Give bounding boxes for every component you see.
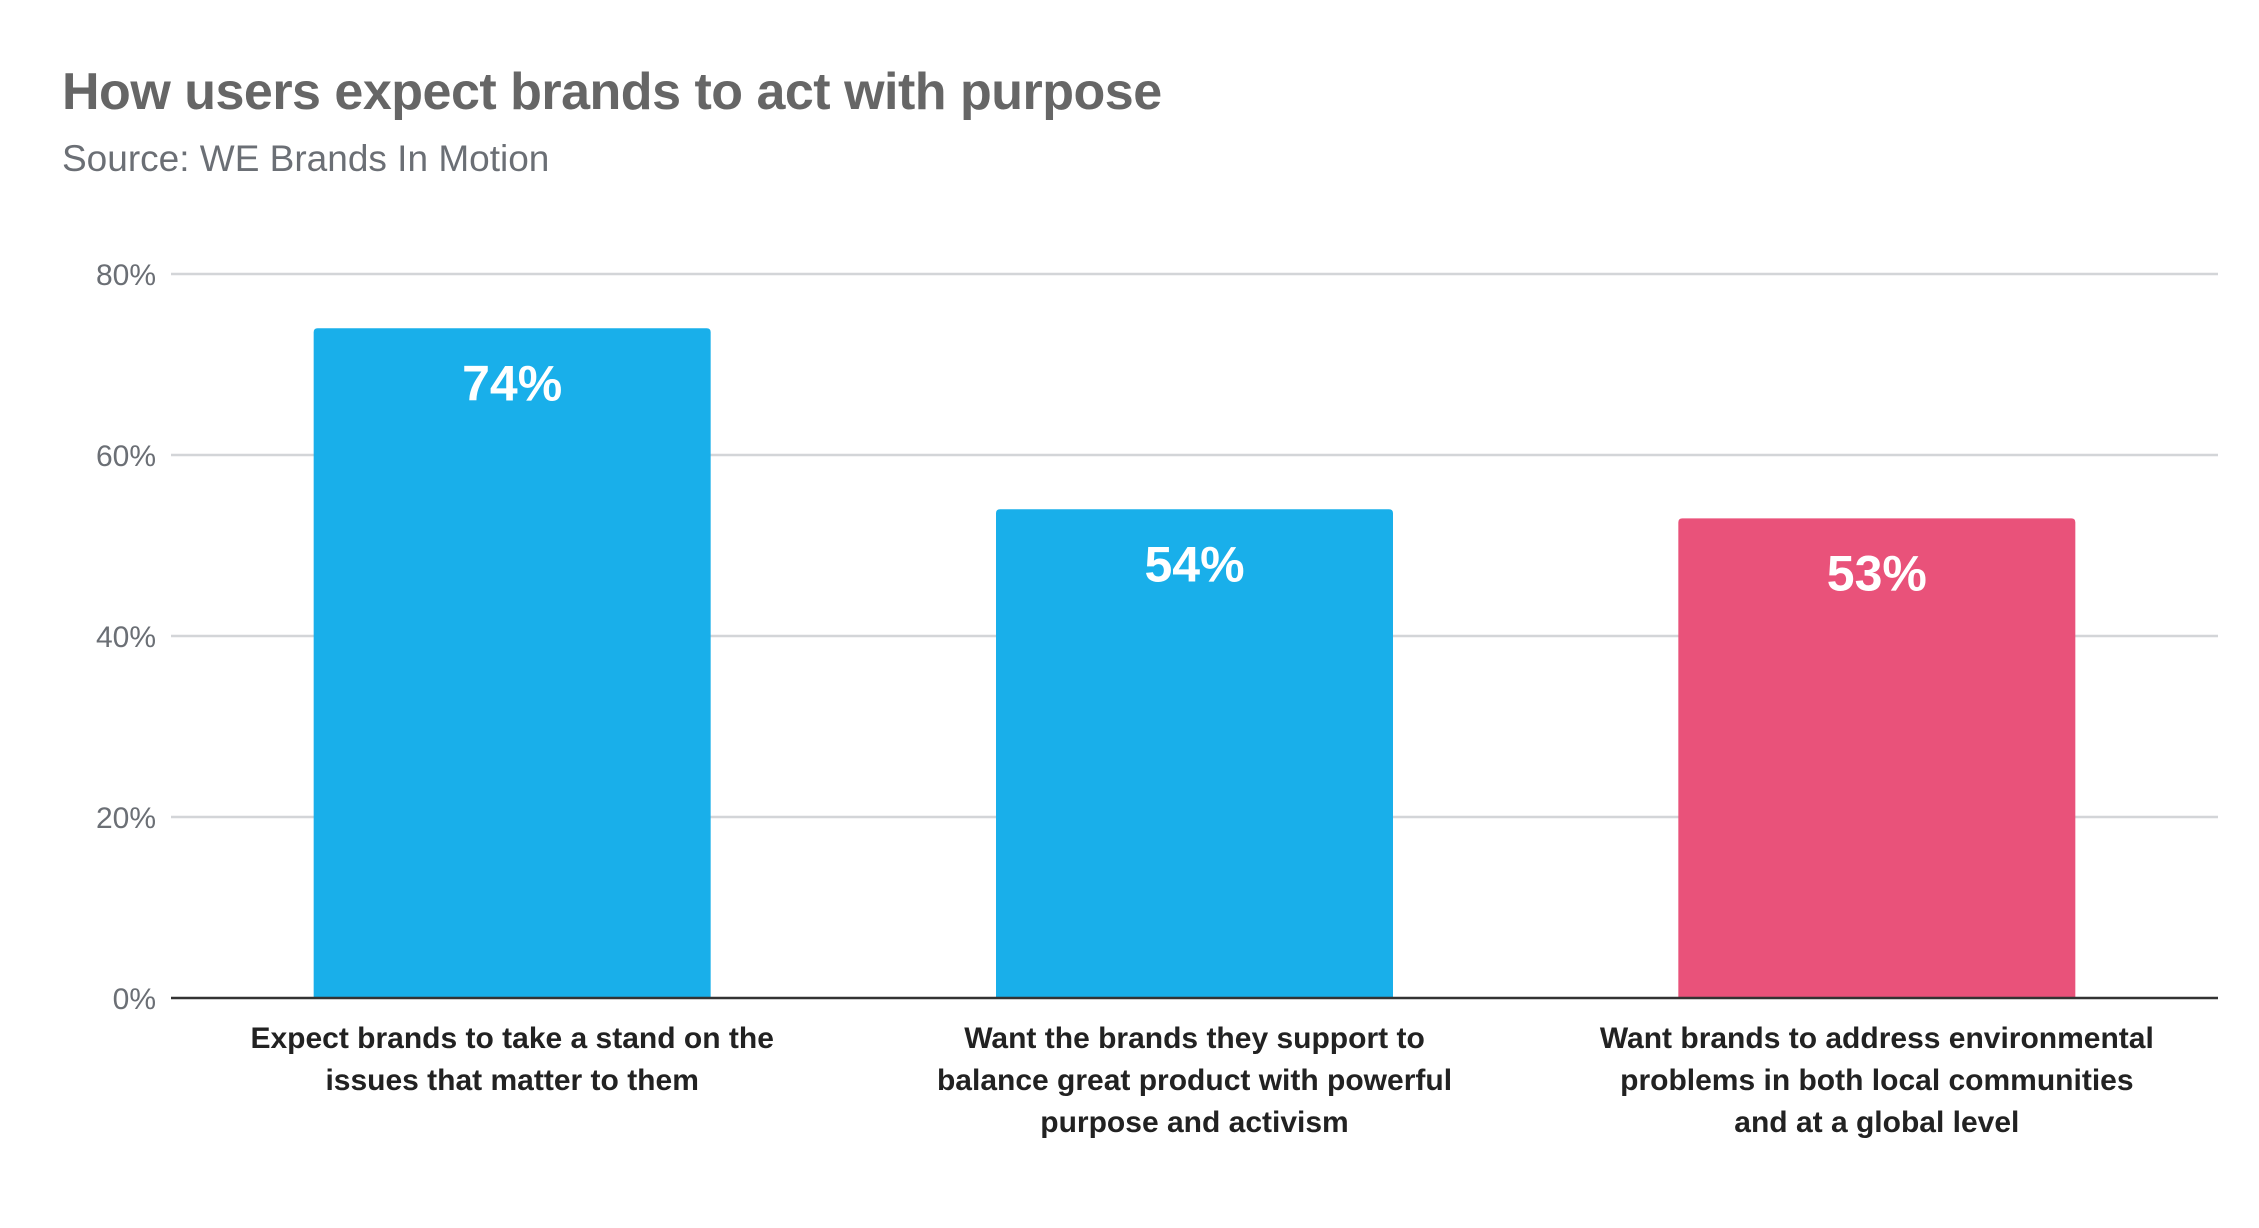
x-tick-label: balance great product with powerful bbox=[937, 1064, 1452, 1097]
chart-title: How users expect brands to act with purp… bbox=[62, 63, 1162, 121]
y-tick-label: 20% bbox=[96, 802, 156, 835]
y-tick-label: 80% bbox=[96, 259, 156, 292]
x-tick-label: problems in both local communities bbox=[1620, 1064, 2133, 1097]
x-tick-label: issues that matter to them bbox=[325, 1064, 698, 1097]
data-label: 54% bbox=[1144, 536, 1244, 592]
bar bbox=[996, 509, 1393, 998]
data-label: 53% bbox=[1827, 545, 1927, 601]
data-label: 74% bbox=[462, 355, 562, 411]
bar bbox=[1678, 518, 2076, 998]
chart-subtitle: Source: WE Brands In Motion bbox=[62, 138, 550, 179]
x-tick-label: Want the brands they support to bbox=[964, 1022, 1425, 1055]
x-tick-label: Want brands to address environmental bbox=[1600, 1022, 2154, 1055]
x-tick-label: purpose and activism bbox=[1040, 1106, 1348, 1139]
x-tick-label: and at a global level bbox=[1734, 1106, 2019, 1139]
bar bbox=[313, 328, 711, 998]
y-tick-label: 60% bbox=[96, 440, 156, 473]
y-tick-label: 40% bbox=[96, 621, 156, 654]
x-tick-label: Expect brands to take a stand on the bbox=[250, 1022, 773, 1055]
y-tick-label: 0% bbox=[113, 983, 156, 1016]
